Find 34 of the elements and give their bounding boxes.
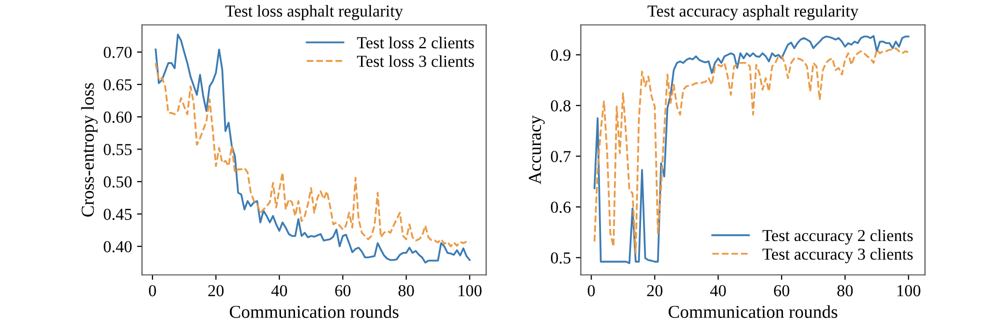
y-tick-label: 0.7 xyxy=(550,150,571,162)
chart-title: Test loss asphalt regularity xyxy=(225,4,403,20)
y-tick-label: 0.55 xyxy=(104,144,132,156)
x-tick-label: 20 xyxy=(647,285,662,296)
x-tick-label: 100 xyxy=(897,285,920,296)
x-tick-label: 0 xyxy=(588,285,595,296)
y-axis-title: Accuracy xyxy=(528,115,545,184)
legend-label: Test accuracy 3 clients xyxy=(762,248,913,264)
legend-label: Test loss 2 clients xyxy=(357,36,474,48)
y-tick-label: 0.9 xyxy=(550,49,570,61)
x-tick-label: 60 xyxy=(774,285,790,296)
y-tick-label: 0.8 xyxy=(550,100,570,112)
x-tick-label: 60 xyxy=(335,285,350,296)
x-tick-label: 100 xyxy=(458,285,482,296)
y-tick-label: 0.60 xyxy=(104,112,132,123)
x-tick-label: 0 xyxy=(148,285,156,296)
y-tick-label: 0.65 xyxy=(104,79,132,90)
x-tick-label: 80 xyxy=(398,285,414,296)
y-tick-label: 0.50 xyxy=(104,176,132,188)
x-axis-title: Communication rounds xyxy=(230,305,398,318)
y-tick-label: 0.6 xyxy=(550,202,571,213)
y-tick-label: 0.40 xyxy=(104,241,132,252)
x-axis-title: Communication rounds xyxy=(668,305,838,318)
y-tick-label: 0.5 xyxy=(550,252,570,264)
y-axis-title: Cross-entropy loss xyxy=(81,83,98,217)
y-tick-label: 0.45 xyxy=(104,208,132,220)
x-tick-label: 40 xyxy=(271,285,288,296)
chart-title: Test accuracy asphalt regularity xyxy=(648,4,858,20)
legend-label: Test accuracy 2 clients xyxy=(762,229,913,245)
x-tick-label: 20 xyxy=(208,285,224,296)
y-tick-label: 0.70 xyxy=(104,46,132,58)
x-tick-label: 80 xyxy=(837,285,853,296)
legend-label: Test loss 3 clients xyxy=(357,55,474,67)
x-tick-label: 40 xyxy=(710,285,726,296)
